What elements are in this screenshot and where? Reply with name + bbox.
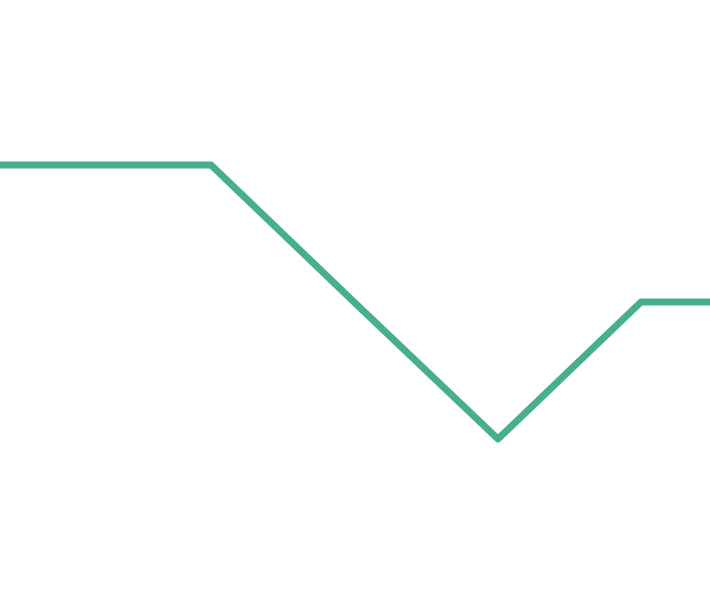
series-line-0 [0,161,710,443]
